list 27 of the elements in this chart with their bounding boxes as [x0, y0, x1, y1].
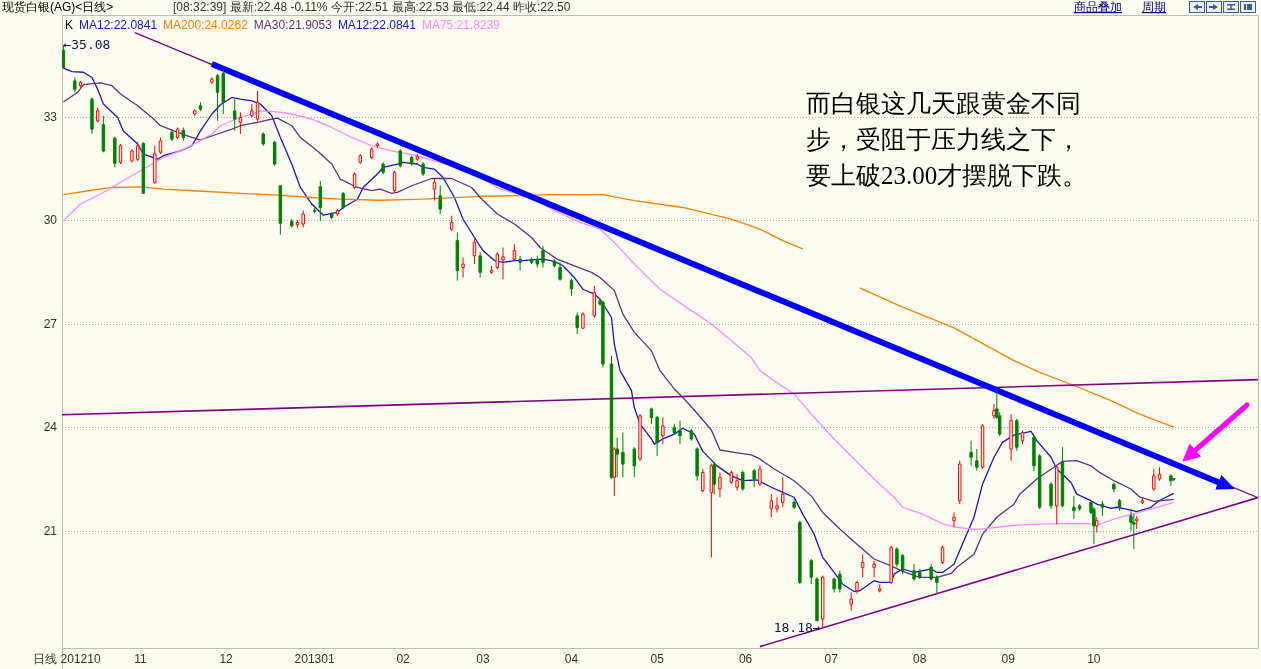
legend: K MA12:22.0841 MA200:24.0262 MA30:21.9053 MA12:22.0841 MA75:21.8239 [65, 18, 500, 32]
y-tick-label: 24 [43, 420, 58, 435]
x-tick-label: 201210 [60, 652, 101, 666]
text: 商品叠加 [1074, 0, 1122, 14]
y-tick-label: 33 [43, 109, 58, 124]
x-tick-label: 201301 [294, 652, 335, 666]
x-tick-label: 04 [564, 652, 579, 666]
x-tick-label: 05 [650, 652, 665, 666]
x-tick-label: 06 [738, 652, 753, 666]
chart-title: 现货白银(AG)<日线> [2, 0, 114, 14]
x-tick-label: 11 [134, 652, 148, 666]
x-tick-label: 12 [219, 652, 234, 666]
text: 周期 [1142, 0, 1166, 14]
x-tick-label: 03 [476, 652, 491, 666]
x-tick-label: 02 [396, 652, 411, 666]
annotation: 18.18→ [773, 619, 821, 635]
x-tick-label: 10 [1087, 652, 1101, 666]
y-tick-label: 21 [43, 523, 58, 538]
x-tick-label: 08 [913, 652, 927, 666]
annotation: 而白银这几天跟黄金不同步，受阻于压力线之下，要上破23.00才摆脱下跌。 [806, 90, 1088, 189]
x-tick-label: 09 [1001, 652, 1016, 666]
y-tick-label: 30 [43, 213, 58, 228]
chart-subtitle: [08:32:39] 最新:22.48 -0.11% 今开:22.51 最高:22.53 最低:22.44 昨收:22.50 [173, 0, 571, 14]
x-axis-title: 日线 [33, 652, 57, 666]
y-tick-label: 27 [43, 316, 58, 331]
annotation: ←35.08 [63, 37, 111, 53]
x-tick-label: 07 [824, 652, 839, 666]
